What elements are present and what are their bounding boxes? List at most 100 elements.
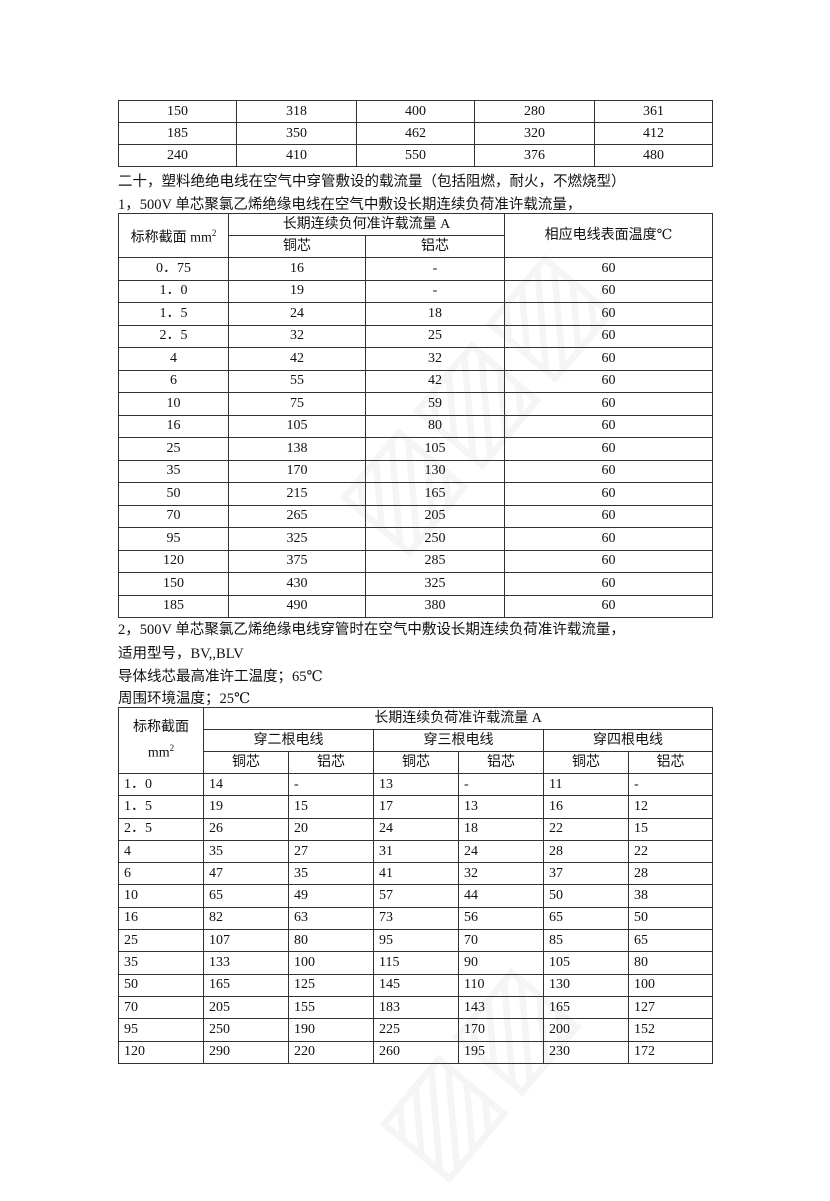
table-row: 185 490 380 60 — [118, 594, 713, 618]
table-cell: 32 — [365, 347, 505, 371]
table-cell: 35 — [288, 862, 374, 886]
table-cell: - — [458, 772, 544, 797]
table-cell: 60 — [504, 302, 713, 326]
table-cell: 28 — [543, 839, 629, 864]
table-cell: 4 — [118, 839, 204, 864]
table-cell: 90 — [458, 951, 544, 975]
table-cell: 60 — [504, 414, 713, 438]
table-row: 95 250 190 225 170 200 152 — [118, 1018, 714, 1042]
sub2-models: 适用型号，BV,,BLV — [118, 646, 244, 662]
table-cell: 195 — [458, 1040, 544, 1064]
table-cell: 2．5 — [118, 324, 229, 348]
table-row: 2．5 26 20 24 18 22 15 — [118, 817, 714, 841]
sub2-title: 2，500V 单芯聚氯乙烯绝缘电线穿管时在空气中敷设长期连续负荷准许载流量， — [118, 622, 625, 638]
table-1: 标称截面 mm2 长期连续负何准许载流量 A 相应电线表面温度℃ 铜芯 铝芯 0… — [118, 213, 713, 618]
table-cell: 65 — [203, 884, 289, 908]
table-cell: 265 — [228, 504, 366, 528]
table-cell: 220 — [288, 1040, 374, 1064]
table-cell: 55 — [228, 369, 366, 393]
table-cell: 60 — [504, 369, 713, 393]
table-cell: 18 — [365, 302, 505, 326]
table-cell: 250 — [203, 1018, 289, 1042]
header-aluminum: 铝芯 — [458, 751, 544, 774]
table-cell: 95 — [118, 527, 229, 551]
table-cell: 376 — [474, 144, 595, 167]
table-cell: 152 — [627, 1018, 714, 1042]
table-cell: - — [365, 257, 505, 281]
table-row: 25 138 105 60 — [118, 437, 713, 461]
table-cell: 41 — [373, 862, 459, 886]
table-cell: 2．5 — [118, 817, 204, 841]
table-cell: 63 — [288, 906, 374, 931]
table-row: 10 75 59 60 — [118, 392, 713, 416]
table-cell: 145 — [373, 973, 459, 997]
table-row: 16 105 80 60 — [118, 414, 713, 438]
table-cell: 430 — [228, 572, 366, 596]
table-cell: 60 — [504, 482, 713, 506]
table-cell: 60 — [504, 392, 713, 416]
table-cell: 183 — [373, 995, 459, 1020]
table-cell: 65 — [627, 929, 714, 953]
table-cell: 150 — [118, 572, 229, 596]
table-row: 185 350 462 320 412 — [118, 122, 713, 145]
table-row: 6 55 42 60 — [118, 369, 713, 393]
table-cell: - — [365, 279, 505, 303]
table-cell: 32 — [228, 324, 366, 348]
table-row: 95 325 250 60 — [118, 527, 713, 551]
table-cell: 73 — [373, 906, 459, 931]
table-cell: 4 — [118, 347, 229, 371]
table-cell: 50 — [118, 973, 204, 997]
table-cell: 120 — [118, 549, 229, 573]
table-cell: 42 — [228, 347, 366, 371]
table-cell: 85 — [543, 929, 629, 953]
table-row: 16 82 63 73 56 65 50 — [118, 906, 714, 931]
table-cell: 15 — [288, 795, 374, 819]
table-cell: 318 — [236, 100, 357, 123]
table-cell: 15 — [627, 817, 714, 841]
header-current: 长期连续负何准许载流量 A — [228, 213, 505, 236]
table-cell: 290 — [203, 1040, 289, 1064]
table-cell: 60 — [504, 324, 713, 348]
table-cell: 80 — [288, 929, 374, 953]
sub2-max-temp: 导体线芯最高准许工温度；65℃ — [118, 669, 323, 685]
table-cell: 16 — [543, 795, 629, 819]
table-cell: 16 — [228, 257, 366, 281]
table-cell: 10 — [118, 392, 229, 416]
table-cell: 170 — [458, 1018, 544, 1042]
table-cell: 361 — [594, 100, 713, 123]
table-2: 标称截面 mm2 长期连续负荷准许载流量 A 穿二根电线 穿三根电线 穿四根电线 … — [118, 707, 714, 1064]
table-cell: 285 — [365, 549, 505, 573]
header-aluminum: 铝芯 — [288, 751, 374, 774]
table-cell: 200 — [543, 1018, 629, 1042]
table-cell: 60 — [504, 347, 713, 371]
table-cell: 105 — [228, 414, 366, 438]
table-cell: 60 — [504, 459, 713, 483]
header-aluminum: 铝芯 — [365, 235, 505, 258]
table-cell: 205 — [203, 995, 289, 1020]
sub2-ambient: 周围环境温度；25℃ — [118, 691, 251, 707]
table-cell: 133 — [203, 951, 289, 975]
table-cell: 49 — [288, 884, 374, 908]
table-cell: 165 — [543, 995, 629, 1020]
table-cell: 25 — [365, 324, 505, 348]
table-cell: 170 — [228, 459, 366, 483]
table-cell: 350 — [236, 122, 357, 145]
table-cell: 225 — [373, 1018, 459, 1042]
table-row: 1．0 19-60 — [118, 279, 713, 303]
header-temp: 相应电线表面温度℃ — [504, 213, 713, 258]
table-cell: 190 — [288, 1018, 374, 1042]
table-cell: 22 — [543, 817, 629, 841]
table-cell: 115 — [373, 951, 459, 975]
table-cell: 82 — [203, 906, 289, 931]
table-cell: 22 — [627, 839, 714, 864]
table-cell: 172 — [627, 1040, 714, 1064]
table-cell: - — [627, 772, 714, 797]
table-cell: 320 — [474, 122, 595, 145]
table-cell: 70 — [458, 929, 544, 953]
table-cell: 80 — [365, 414, 505, 438]
table-top: 150 318 400 280 361 185 350 462 320 412 240 410 550 3… — [118, 100, 713, 167]
table-cell: 380 — [365, 594, 505, 618]
table-cell: 95 — [373, 929, 459, 953]
table-cell: 375 — [228, 549, 366, 573]
table-cell: 19 — [203, 795, 289, 819]
